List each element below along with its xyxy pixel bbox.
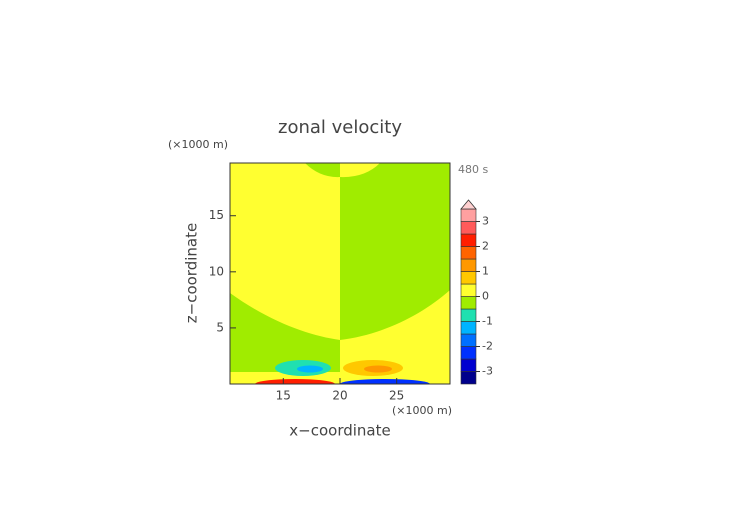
contour-region — [255, 379, 335, 384]
time-annotation: 480 s — [458, 163, 488, 176]
x-unit: (×1000 m) — [392, 404, 452, 417]
colorbar-band — [460, 296, 477, 310]
y-tick-label: 5 — [216, 320, 224, 334]
contour-region — [340, 379, 430, 384]
colorbar-band — [460, 246, 477, 260]
x-tick-label: 25 — [389, 389, 404, 403]
colorbar-band — [460, 308, 477, 322]
colorbar-tick-label: 3 — [482, 215, 489, 228]
colorbar-band — [460, 333, 477, 347]
colorbar-tick-label: -3 — [482, 365, 493, 378]
x-axis-label: x−coordinate — [289, 422, 390, 440]
colorbar-band — [460, 283, 477, 297]
y-tick-label: 10 — [209, 264, 224, 278]
colorbar-band — [460, 271, 477, 285]
y-tick-label: 15 — [209, 208, 224, 222]
contour-region — [340, 163, 380, 178]
colorbar-band — [460, 221, 477, 235]
field — [230, 163, 450, 384]
colorbar-band — [460, 208, 477, 222]
contour-region — [230, 293, 340, 372]
contour-region — [364, 365, 392, 373]
colorbar-tick-label: 0 — [482, 290, 489, 303]
colorbar-tick-label: -1 — [482, 315, 493, 328]
colorbar-tick-label: 2 — [482, 240, 489, 253]
colorbar-band — [460, 258, 477, 272]
colorbar-band — [460, 346, 477, 360]
y-axis-label: z−coordinate — [183, 223, 201, 323]
colorbar-tick-label: 1 — [482, 265, 489, 278]
x-tick-label: 15 — [276, 389, 291, 403]
contour-region — [297, 365, 323, 373]
colorbar-over — [460, 199, 477, 210]
colorbar-band — [460, 233, 477, 247]
colorbar-band — [460, 371, 477, 385]
axes: 15 20 25 5 10 15 -3 -2 -1 0 1 2 3 — [209, 162, 493, 403]
colorbar-tick-label: -2 — [482, 340, 493, 353]
colorbar-band — [460, 321, 477, 335]
contour-region — [305, 163, 340, 178]
colorbar-band — [460, 358, 477, 372]
chart-title: zonal velocity — [278, 117, 402, 138]
y-unit: (×1000 m) — [168, 138, 228, 151]
x-tick-label: 20 — [332, 389, 347, 403]
